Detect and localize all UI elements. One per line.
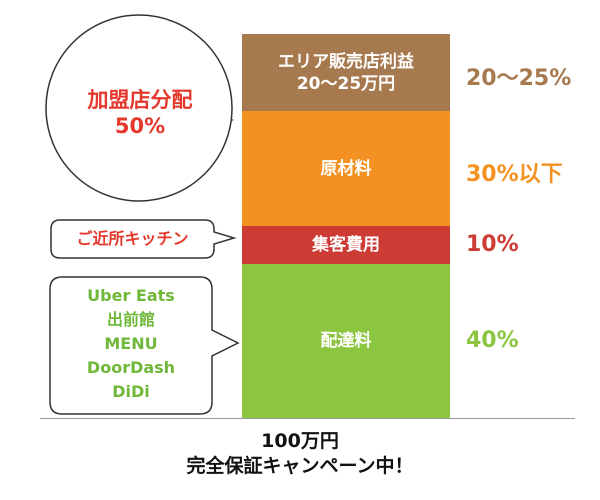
campaign-caption: 完全保証キャンペーン中！ [186, 455, 414, 477]
baseline [40, 418, 575, 419]
total-label: 100万円 [261, 430, 339, 452]
delivery-service-uber-eats: Uber Eats [87, 286, 175, 305]
kitchen-callout [50, 219, 237, 259]
bar-segment-label: 配達料 [320, 331, 372, 351]
delivery-service-menu: MENU [104, 334, 158, 353]
delivery-callout [49, 276, 240, 415]
delivery-service-didi: DiDi [112, 382, 150, 401]
franchise-share-title: 加盟店分配 [87, 88, 193, 112]
franchise-bubble-circle [45, 14, 233, 202]
bar-segment-label: 集客費用 [312, 235, 380, 255]
kitchen-label: ご近所キッチン [76, 229, 189, 248]
bar-segment-delivery: 配達料 [242, 264, 450, 418]
bar-segment-label: エリア販売店利益 20～25万円 [278, 51, 414, 94]
delivery-service-demae-kan: 出前館 [106, 310, 155, 329]
bar-segment-ingredients: 原材料 [242, 111, 450, 226]
franchise-share-value: 50% [114, 114, 166, 138]
percent-label-area-dealer-profit: 20～25% [466, 65, 572, 91]
bar-segment-marketing: 集客費用 [242, 226, 450, 264]
percent-label-delivery: 40% [466, 328, 519, 353]
percent-label-marketing: 10% [466, 232, 519, 257]
delivery-service-doordash: DoorDash [86, 358, 176, 377]
bar-segment-area-dealer-profit: エリア販売店利益 20～25万円 [242, 34, 450, 111]
delivery-services-list: Uber Eats 出前館 MENU DoorDash DiDi [50, 284, 212, 404]
bar-segment-label: 原材料 [320, 158, 372, 179]
percent-label-ingredients: 30%以下 [466, 161, 563, 187]
franchise-share-label: 加盟店分配 50% [62, 87, 218, 139]
